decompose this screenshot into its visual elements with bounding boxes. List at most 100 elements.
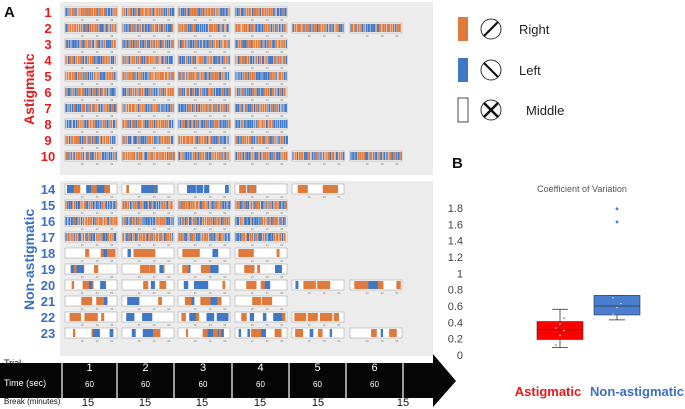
data-point: [562, 329, 566, 332]
strip-tick: 60: [167, 114, 170, 118]
y-tick-label: 0: [457, 350, 463, 362]
trial-strip: 20 40 60: [177, 247, 231, 263]
subject-label: 22: [41, 310, 55, 325]
strip-tick: 20: [194, 146, 197, 150]
strip-tick: 20: [194, 243, 197, 247]
strip-tick: 20: [138, 195, 141, 199]
strip-tick: 20: [138, 243, 141, 247]
strip-tick: 60: [280, 227, 283, 231]
outlier-point: [615, 207, 619, 211]
trial-strip: 20 40 60: [234, 102, 288, 118]
strip-tick: 40: [96, 114, 99, 118]
data-point: [611, 313, 615, 316]
strip-tick: 20: [194, 227, 197, 231]
strip-tick: 60: [337, 323, 340, 327]
trial-strip: 20 40 60: [234, 38, 288, 54]
strip-tick: 40: [96, 275, 99, 279]
subject-label: 5: [44, 69, 51, 84]
trial-number: 2: [142, 362, 148, 374]
strip-tick: 40: [266, 339, 269, 343]
trial-strip: 20 40 60: [121, 134, 175, 150]
strip-tick: 20: [251, 66, 254, 70]
strip-tick: 60: [167, 66, 170, 70]
strip-tick: 20: [251, 227, 254, 231]
break-duration: 15: [397, 397, 409, 409]
strip-tick: 60: [110, 130, 113, 134]
strip-tick: 20: [194, 323, 197, 327]
trial-strip: 20 40 60: [234, 231, 288, 247]
trial-number: 4: [257, 362, 263, 374]
trial-strip: 20 40 60: [121, 150, 176, 166]
strip-tick: 60: [337, 162, 340, 166]
trial-strip: 20 40 60: [234, 295, 288, 311]
trial-strip: 20 40 60: [177, 231, 231, 247]
strip-tick: 60: [167, 211, 170, 215]
trial-strip: 20 40 60: [64, 118, 118, 134]
strip-tick: 60: [223, 34, 226, 38]
trial-strip: 20 40 60: [234, 118, 288, 134]
strip-tick: 60: [223, 162, 226, 166]
strip-tick: 40: [96, 98, 99, 102]
strip-tick: 40: [96, 259, 99, 263]
strip-tick: 40: [153, 146, 156, 150]
strip-tick: 20: [366, 291, 369, 295]
strip-tick: 40: [209, 211, 212, 215]
trial-number: 1: [86, 362, 92, 374]
strip-tick: 40: [153, 50, 156, 54]
legend-label: Right: [519, 22, 550, 37]
strip-tick: 40: [266, 34, 269, 38]
subject-label: 4: [44, 53, 52, 68]
legend-item: Left: [458, 58, 541, 82]
strip-tick: 60: [280, 50, 283, 54]
strip-tick: 20: [194, 130, 197, 134]
strip-tick: 20: [251, 323, 254, 327]
trial-duration: 60: [141, 380, 150, 389]
strip-tick: 20: [81, 275, 84, 279]
strip-tick: 40: [266, 66, 269, 70]
strip-tick: 20: [81, 339, 84, 343]
trial-strip: 20 40 60: [177, 54, 231, 70]
strip-tick: 20: [81, 243, 84, 247]
legend-swatch: [458, 58, 468, 82]
strip-tick: 60: [337, 339, 340, 343]
trial-strip: 20 40 60: [234, 70, 288, 86]
trial-strip: 20 40 60: [177, 6, 231, 22]
strip-tick: 20: [308, 162, 311, 166]
data-point: [619, 302, 623, 305]
strip-tick: 60: [280, 82, 283, 86]
strip-tick: 60: [110, 227, 113, 231]
strip-tick: 20: [194, 82, 197, 86]
strip-tick: 60: [280, 18, 283, 22]
strip-tick: 60: [280, 146, 283, 150]
strip-tick: 40: [323, 339, 326, 343]
trial-strip: 20 40 60: [177, 118, 231, 134]
strip-tick: 60: [223, 339, 226, 343]
left-slash-circle-icon: [480, 59, 502, 81]
strip-tick: 60: [110, 66, 113, 70]
strip-tick: 20: [194, 211, 197, 215]
strip-tick: 40: [381, 339, 384, 343]
strip-tick: 60: [395, 339, 398, 343]
strip-tick: 40: [209, 227, 212, 231]
trial-strip: 20 40 60: [64, 70, 118, 86]
strip-tick: 40: [153, 259, 156, 263]
strip-tick: 60: [223, 323, 226, 327]
subject-label: 16: [41, 214, 55, 229]
break-duration: 15: [312, 397, 324, 409]
trial-strip: 20 40 60: [64, 263, 118, 279]
strip-tick: 40: [153, 291, 156, 295]
y-tick-label: 0.4: [448, 317, 463, 329]
strip-tick: 40: [266, 275, 269, 279]
strip-tick: 60: [337, 195, 340, 199]
strip-tick: 40: [266, 82, 269, 86]
strip-tick: 60: [110, 259, 113, 263]
strip-tick: 60: [223, 114, 226, 118]
subject-label: 8: [44, 117, 51, 132]
trial-strip: 20 40 60: [64, 215, 118, 231]
subject-label: 3: [44, 37, 51, 52]
strip-tick: 40: [209, 82, 212, 86]
strip-tick: 40: [266, 18, 269, 22]
trial-strip: 20 40 60: [234, 247, 288, 263]
box-iqr: [593, 295, 641, 316]
strip-tick: 40: [96, 307, 99, 311]
